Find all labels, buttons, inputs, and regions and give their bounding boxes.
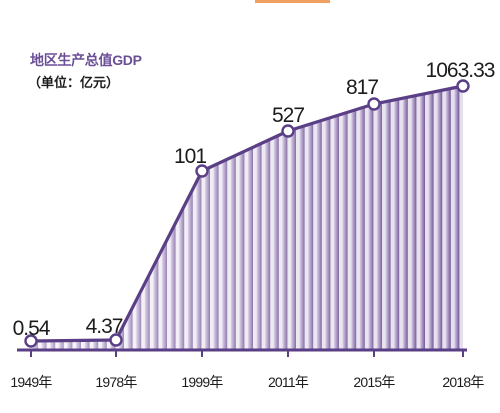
value-label: 1063.33 bbox=[426, 59, 495, 82]
x-tick-label: 1999年 bbox=[181, 374, 223, 390]
data-point-marker bbox=[195, 164, 209, 178]
value-label: 0.54 bbox=[13, 317, 51, 340]
x-tick-label: 2015年 bbox=[353, 374, 395, 390]
x-tick-labels: 1949年 1978年 1999年 2011年 2015年 2018年 bbox=[10, 374, 485, 390]
series-line bbox=[30, 84, 464, 343]
data-markers bbox=[24, 79, 470, 348]
value-label: 817 bbox=[346, 76, 378, 99]
x-tick-label: 2018年 bbox=[442, 374, 484, 390]
value-label: 527 bbox=[272, 104, 304, 127]
x-tick-label: 1949年 bbox=[10, 374, 52, 390]
value-labels: 0.54 4.37 101 527 817 1063.33 bbox=[13, 59, 496, 340]
x-tick-label: 2011年 bbox=[268, 374, 309, 390]
data-point-marker bbox=[109, 333, 123, 347]
x-tick-label: 1978年 bbox=[95, 374, 137, 390]
chart-unit-subtitle: （单位：亿元） bbox=[28, 75, 120, 90]
value-label: 101 bbox=[174, 145, 206, 168]
top-accent-bar bbox=[255, 0, 330, 3]
x-axis-ticks bbox=[30, 350, 464, 357]
data-point-marker bbox=[24, 334, 38, 348]
value-label: 4.37 bbox=[86, 315, 123, 338]
data-point-marker bbox=[367, 97, 381, 111]
chart-title: 地区生产总值GDP bbox=[30, 52, 142, 68]
data-point-marker bbox=[456, 79, 470, 93]
data-point-marker bbox=[281, 124, 295, 138]
area-fill-stripes bbox=[31, 86, 463, 350]
